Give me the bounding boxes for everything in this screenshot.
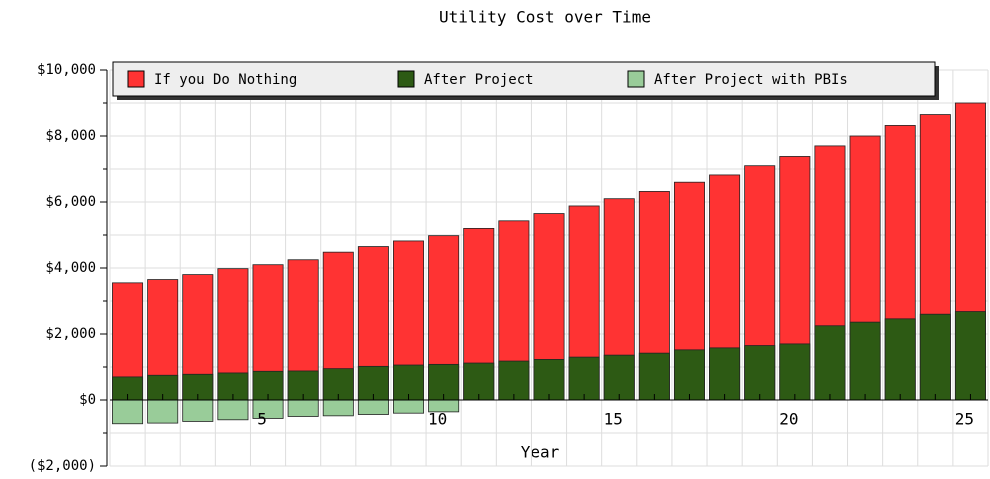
bar (217, 399, 249, 421)
bar (709, 347, 741, 401)
legend-label: After Project with PBIs (654, 72, 848, 88)
y-tick-label: ($2,000) (29, 458, 96, 474)
legend-swatch (127, 70, 145, 88)
bar (533, 359, 565, 401)
bar (322, 399, 354, 417)
x-tick-label: 25 (955, 410, 974, 429)
bar (147, 399, 179, 424)
y-tick-label: $2,000 (45, 326, 96, 342)
bar (673, 349, 705, 401)
x-tick-label: 20 (779, 410, 798, 429)
legend-swatch (397, 70, 415, 88)
bar (393, 399, 425, 414)
bar (287, 399, 319, 417)
chart-title: Utility Cost over Time (439, 8, 651, 27)
bar (779, 343, 811, 401)
bar (638, 352, 670, 401)
bar (884, 318, 916, 401)
bar (919, 313, 951, 401)
y-tick-label: $10,000 (37, 62, 96, 78)
x-tick-label: 5 (257, 410, 267, 429)
bar (603, 354, 635, 401)
legend (112, 61, 936, 97)
bar (744, 345, 776, 401)
bar (182, 399, 214, 422)
bar (814, 325, 846, 401)
bar (568, 356, 600, 401)
y-tick-label: $6,000 (45, 194, 96, 210)
y-tick-label: $8,000 (45, 128, 96, 144)
legend-swatch (627, 70, 645, 88)
bar (463, 362, 495, 401)
legend-label: If you Do Nothing (154, 72, 297, 88)
x-axis-label: Year (521, 443, 560, 462)
bar (357, 399, 389, 415)
y-tick-label: $0 (79, 392, 96, 408)
bar (849, 321, 881, 401)
legend-label: After Project (424, 72, 534, 88)
x-tick-label: 10 (428, 410, 447, 429)
bar (954, 311, 986, 401)
bar (112, 399, 144, 425)
y-tick-label: $4,000 (45, 260, 96, 276)
x-tick-label: 15 (604, 410, 623, 429)
